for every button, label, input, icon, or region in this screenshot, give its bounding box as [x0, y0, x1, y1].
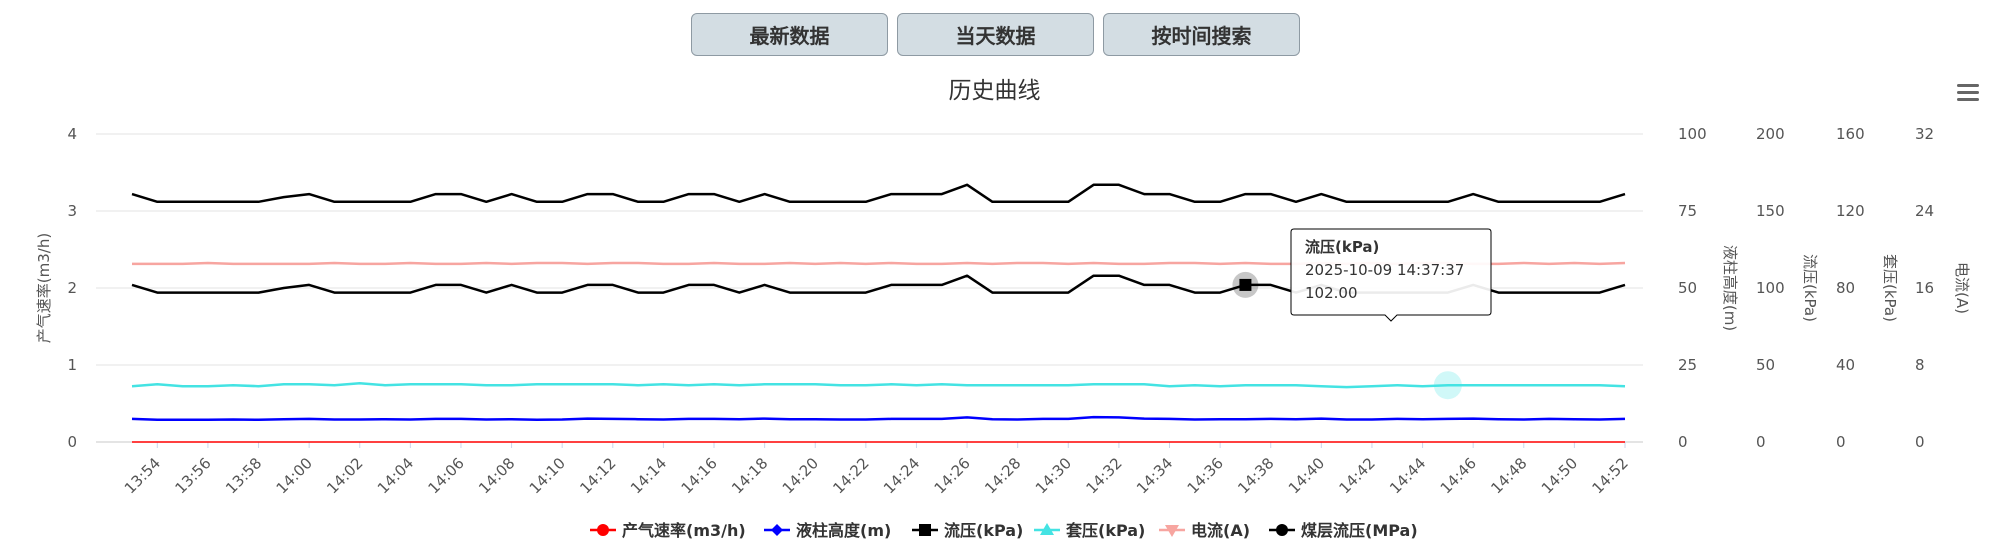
- right-axis-title: 流压(kPa): [1801, 254, 1819, 322]
- x-axis-tick-label: 13:54: [121, 454, 164, 497]
- tooltip: 流压(kPa) 2025-10-09 14:37:37 102.00: [1290, 228, 1492, 322]
- tooltip-box: [1290, 228, 1492, 322]
- x-axis-tick-label: 14:18: [728, 454, 771, 497]
- right-axis-tick-label: 0: [1915, 433, 1925, 451]
- left-axis-tick-label: 2: [67, 279, 77, 297]
- x-axis-tick-label: 14:44: [1386, 454, 1429, 497]
- left-axis-tick-label: 0: [67, 433, 77, 451]
- legend-item[interactable]: 电流(A): [1159, 521, 1250, 540]
- right-axis-tick-label: 32: [1915, 125, 1934, 143]
- right-axis-tick-label: 200: [1756, 125, 1785, 143]
- left-axis-tick-label: 1: [67, 356, 77, 374]
- x-axis-tick-label: 14:06: [424, 454, 467, 497]
- right-axis-tick-label: 50: [1756, 356, 1775, 374]
- right-axis-tick-label: 100: [1678, 125, 1707, 143]
- right-axis-title: 电流(A): [1953, 262, 1971, 314]
- legend-item[interactable]: 套压(kPa): [1034, 521, 1145, 540]
- right-axis-tick-label: 16: [1915, 279, 1934, 297]
- x-axis-tick-label: 14:30: [1032, 454, 1075, 497]
- hamburger-menu-icon[interactable]: [1955, 82, 1981, 104]
- search-by-time-button[interactable]: 按时间搜索: [1103, 13, 1300, 56]
- x-axis-tick-label: 14:50: [1538, 454, 1581, 497]
- x-axis-tick-label: 14:26: [931, 454, 974, 497]
- hover-point-marker: [1239, 278, 1252, 291]
- right-axis-tick-label: 8: [1915, 356, 1925, 374]
- x-axis-tick-label: 14:20: [779, 454, 822, 497]
- right-axis-tick-label: 80: [1836, 279, 1855, 297]
- series-line: [131, 415, 1626, 422]
- x-axis-tick-label: 13:58: [222, 454, 265, 497]
- right-axis-tick-label: 150: [1756, 202, 1785, 220]
- x-axis-tick-label: 14:02: [323, 454, 366, 497]
- right-axis-tick-label: 75: [1678, 202, 1697, 220]
- x-axis-tick-label: 14:40: [1285, 454, 1328, 497]
- right-axis-tick-label: 0: [1678, 433, 1688, 451]
- legend-item[interactable]: 流压(kPa): [912, 521, 1023, 540]
- x-axis-tick-label: 14:28: [981, 454, 1024, 497]
- x-axis-tick-label: 14:32: [1082, 454, 1125, 497]
- legend-label: 煤层流压(MPa): [1301, 521, 1418, 540]
- legend-marker: [919, 524, 931, 536]
- right-axis-tick-label: 100: [1756, 279, 1785, 297]
- legend: 产气速率(m3/h) 液柱高度(m) 流压(kPa) 套压(kPa) 电流(A) 煤层流压…: [590, 521, 1418, 540]
- right-axis-tick-label: 0: [1756, 433, 1766, 451]
- right-axis-tick-label: 24: [1915, 202, 1934, 220]
- x-axis-tick-label: 13:56: [171, 454, 214, 497]
- legend-label: 套压(kPa): [1065, 521, 1145, 540]
- x-axis-tick-label: 14:00: [273, 454, 316, 497]
- today-data-button[interactable]: 当天数据: [897, 13, 1094, 56]
- right-axis-tick-label: 160: [1836, 125, 1865, 143]
- x-axis-tick-label: 14:36: [1184, 454, 1227, 497]
- legend-label: 流压(kPa): [944, 521, 1023, 540]
- x-axis-tick-label: 14:42: [1335, 454, 1378, 497]
- legend-marker: [1276, 524, 1288, 536]
- x-axis-tick-label: 14:12: [576, 454, 619, 497]
- x-axis-tick-label: 14:08: [475, 454, 518, 497]
- x-axis-tick-label: 14:10: [526, 454, 569, 497]
- left-axis-tick-label: 4: [67, 125, 77, 143]
- x-axis-tick-label: 14:52: [1589, 454, 1632, 497]
- legend-item[interactable]: 产气速率(m3/h): [590, 521, 746, 540]
- x-axis-tick-label: 14:24: [880, 454, 923, 497]
- legend-marker: [1165, 525, 1179, 537]
- tooltip-series-name: 流压(kPa): [1305, 238, 1379, 256]
- legend-item[interactable]: 煤层流压(MPa): [1269, 521, 1418, 540]
- right-axis-tick-label: 40: [1836, 356, 1855, 374]
- right-axis-title: 液柱高度(m): [1721, 245, 1739, 331]
- tooltip-time: 2025-10-09 14:37:37: [1305, 261, 1464, 279]
- legend-label: 液柱高度(m): [796, 521, 891, 540]
- latest-data-button[interactable]: 最新数据: [691, 13, 888, 56]
- left-axis-title: 产气速率(m3/h): [35, 233, 53, 343]
- legend-item[interactable]: 液柱高度(m): [764, 521, 891, 540]
- legend-label: 电流(A): [1191, 521, 1250, 540]
- legend-marker: [1040, 523, 1054, 535]
- x-axis-tick-label: 14:38: [1234, 454, 1277, 497]
- x-axis-tick-label: 14:04: [374, 454, 417, 497]
- x-axis-tick-label: 14:34: [1133, 454, 1176, 497]
- series-line: [131, 183, 1626, 204]
- right-axis-tick-label: 50: [1678, 279, 1697, 297]
- x-axis-tick-label: 14:22: [829, 454, 872, 497]
- x-axis-tick-label: 14:48: [1487, 454, 1530, 497]
- right-axis-tick-label: 25: [1678, 356, 1697, 374]
- x-axis-tick-label: 14:14: [627, 454, 670, 497]
- x-axis-tick-label: 14:16: [678, 454, 721, 497]
- right-axis-tick-label: 120: [1836, 202, 1865, 220]
- legend-marker: [597, 524, 609, 536]
- x-axis-tick-label: 14:46: [1437, 454, 1480, 497]
- legend-marker: [771, 524, 783, 536]
- left-axis-tick-label: 3: [67, 202, 77, 220]
- tooltip-value: 102.00: [1305, 284, 1358, 302]
- right-axis-tick-label: 0: [1836, 433, 1846, 451]
- chart-title: 历史曲线: [948, 78, 1041, 104]
- series-line: [131, 382, 1626, 389]
- hover-halo-casing: [1433, 371, 1462, 400]
- legend-label: 产气速率(m3/h): [622, 521, 746, 540]
- right-axis-title: 套压(kPa): [1881, 254, 1899, 322]
